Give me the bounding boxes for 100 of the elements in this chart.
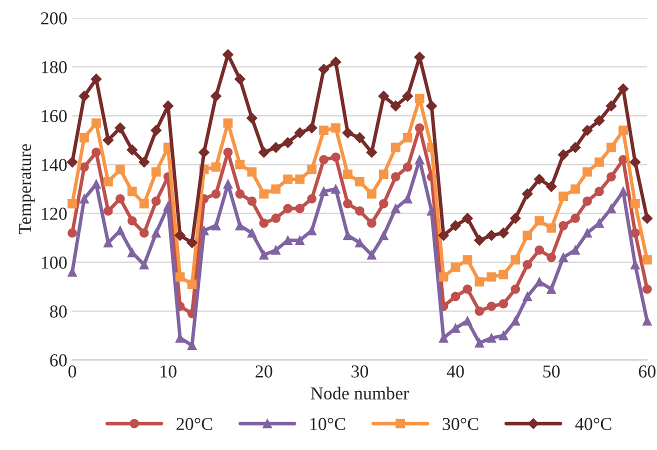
point <box>606 100 617 112</box>
point <box>546 252 556 262</box>
legend-label: 20°C <box>176 418 212 430</box>
point <box>139 198 149 208</box>
point <box>355 176 364 186</box>
y-tick-label: 160 <box>42 110 67 122</box>
point <box>235 220 245 230</box>
point <box>558 252 568 262</box>
x-tick-label: 10 <box>160 365 176 378</box>
point <box>426 100 437 112</box>
point <box>390 100 402 112</box>
point <box>150 124 162 136</box>
point <box>318 64 330 75</box>
point <box>450 220 461 232</box>
point <box>211 220 221 230</box>
point <box>258 146 270 158</box>
point <box>618 126 628 136</box>
point <box>474 234 485 246</box>
point <box>295 204 305 214</box>
point <box>486 302 496 311</box>
point <box>235 189 245 199</box>
point <box>151 196 161 206</box>
point <box>307 194 316 204</box>
x-tick-label: 0 <box>68 365 76 378</box>
point <box>343 230 352 240</box>
point <box>343 198 352 208</box>
point <box>283 236 293 245</box>
point <box>187 280 197 289</box>
point <box>222 49 234 60</box>
point <box>307 164 316 174</box>
point <box>582 228 592 238</box>
point <box>199 226 209 236</box>
point <box>402 162 412 172</box>
point <box>582 196 592 206</box>
point <box>534 245 544 255</box>
point <box>115 194 125 204</box>
point <box>462 284 472 294</box>
point <box>92 118 101 128</box>
point <box>366 146 378 158</box>
point <box>402 90 414 102</box>
point <box>570 214 580 223</box>
y-tick-label: 180 <box>42 61 67 74</box>
point <box>510 316 520 326</box>
point <box>342 127 354 138</box>
point <box>414 94 424 104</box>
point <box>510 284 520 294</box>
point <box>319 186 328 196</box>
point <box>367 189 376 199</box>
point <box>270 142 282 153</box>
point <box>126 144 138 156</box>
point <box>235 160 245 170</box>
legend-label: 40°C <box>575 418 612 430</box>
point <box>259 218 269 228</box>
point <box>558 149 569 160</box>
point <box>534 277 544 287</box>
y-tick-label: 200 <box>41 12 67 24</box>
point <box>426 206 436 216</box>
point <box>139 228 149 238</box>
point <box>80 133 89 142</box>
point <box>570 184 580 194</box>
point <box>80 162 89 172</box>
point <box>594 115 605 126</box>
point <box>462 212 473 224</box>
point <box>66 156 78 168</box>
point <box>307 226 316 236</box>
point <box>630 156 641 168</box>
point <box>522 292 532 302</box>
point <box>498 330 508 340</box>
point <box>462 316 472 326</box>
point <box>378 230 388 240</box>
point <box>331 123 340 133</box>
point <box>582 124 593 136</box>
point <box>498 270 508 280</box>
point <box>247 228 257 238</box>
point <box>186 237 198 248</box>
point <box>618 83 629 94</box>
point <box>355 206 364 216</box>
y-tick-label: 120 <box>42 208 67 220</box>
point <box>558 192 568 202</box>
point <box>498 228 509 238</box>
point <box>367 218 376 228</box>
point <box>92 148 101 158</box>
point <box>234 74 246 84</box>
point <box>498 299 508 308</box>
point <box>414 123 424 133</box>
point <box>486 333 496 343</box>
point <box>138 156 150 168</box>
point <box>175 272 185 282</box>
point <box>343 170 352 180</box>
y-axis-title: Temperature <box>19 144 35 234</box>
point <box>104 176 113 186</box>
point <box>546 181 557 192</box>
point <box>354 132 366 144</box>
point <box>474 306 484 316</box>
point <box>367 250 376 260</box>
point <box>594 186 604 196</box>
point <box>223 179 233 189</box>
point <box>162 100 174 112</box>
y-tick-label: 100 <box>42 256 67 269</box>
point <box>390 172 400 182</box>
